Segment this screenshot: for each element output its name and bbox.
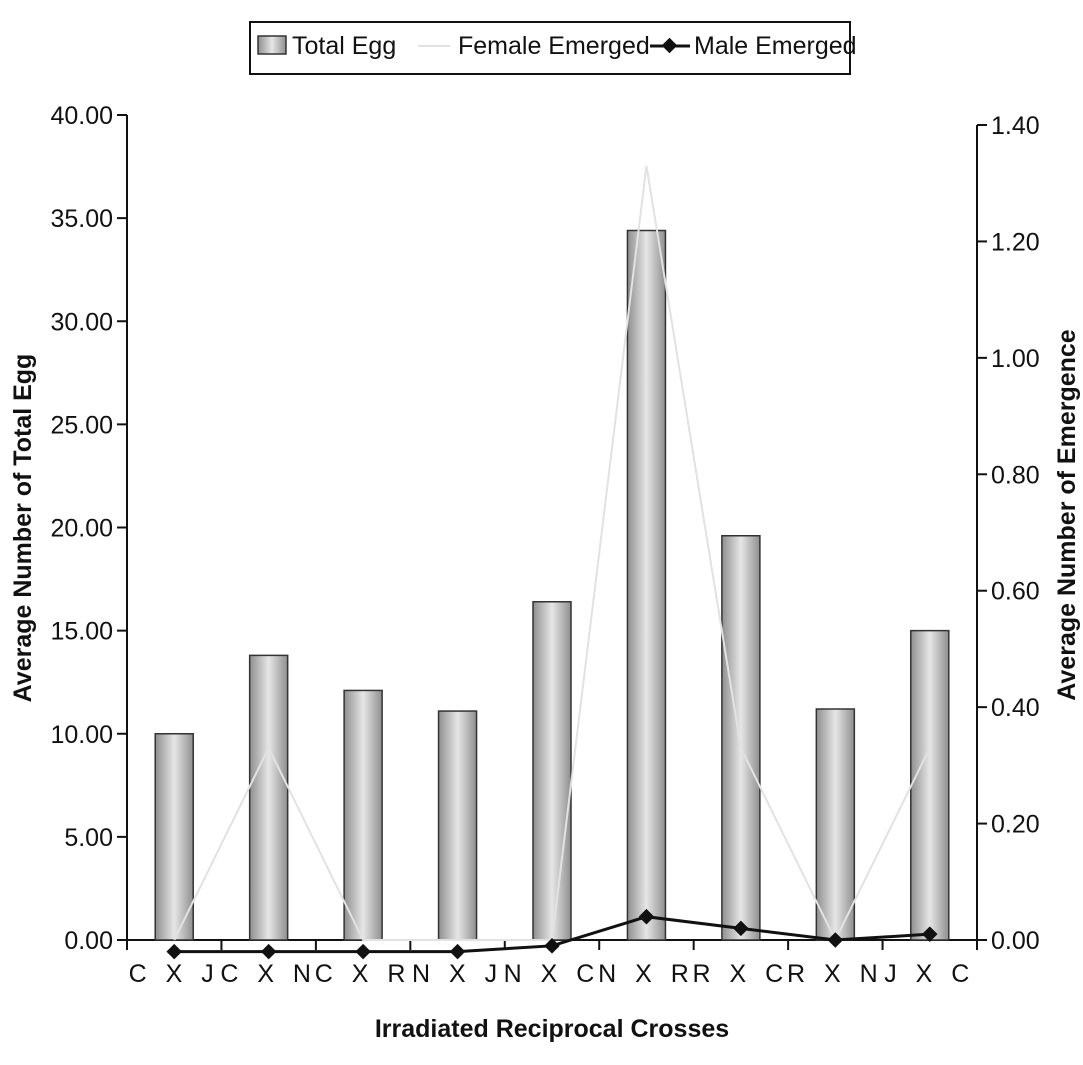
legend-label-female-emerged: Female Emerged: [458, 32, 650, 60]
legend-swatch-total-egg: [257, 35, 287, 55]
category-label: R X N: [787, 960, 884, 988]
bar-total-egg: [248, 654, 289, 941]
bar-total-egg: [815, 708, 856, 941]
right-tick-label: 1.00: [991, 345, 1040, 373]
point-male-emerged: [638, 908, 655, 925]
left-tick-label: 0.00: [64, 927, 113, 955]
bar-total-egg: [532, 601, 572, 941]
left-tick-label: 30.00: [50, 308, 113, 336]
right-tick-label: 1.20: [991, 228, 1040, 256]
left-tick-label: 5.00: [64, 824, 113, 852]
right-tick-label: 0.60: [991, 578, 1040, 606]
category-label: N X C: [504, 960, 601, 988]
left-tick-label: 40.00: [50, 102, 113, 130]
right-tick-label: 1.40: [991, 112, 1040, 140]
right-axis-title: Average Number of Emergence: [1053, 329, 1081, 701]
legend-label-male-emerged: Male Emerged: [694, 32, 857, 60]
point-male-emerged: [449, 943, 466, 960]
bar-total-egg: [343, 689, 383, 941]
bar-series-total-egg: [154, 229, 950, 941]
bar-total-egg: [154, 733, 194, 941]
left-tick-label: 25.00: [50, 411, 113, 439]
legend-label-total-egg: Total Egg: [292, 32, 396, 60]
point-male-emerged: [544, 938, 560, 954]
right-tick-label: 0.00: [991, 927, 1040, 955]
point-male-emerged: [733, 920, 749, 937]
x-axis-title: Irradiated Reciprocal Crosses: [375, 1015, 729, 1043]
left-axis-title: Average Number of Total Egg: [9, 354, 37, 703]
left-tick-label: 35.00: [50, 205, 113, 233]
bar-total-egg: [721, 535, 761, 941]
category-label: C X N: [220, 960, 317, 988]
right-tick-label: 0.40: [991, 694, 1040, 722]
left-tick-label: 20.00: [50, 515, 113, 543]
legend-box: [249, 21, 851, 75]
left-axis-ticks: 0.00 5.00 10.00 15.00 20.00 25.00 30.00 35.00 40…: [50, 102, 978, 955]
point-male-emerged: [921, 926, 938, 942]
left-tick-label: 10.00: [50, 721, 113, 749]
bar-total-egg: [626, 229, 667, 941]
category-label: R X C: [693, 960, 790, 988]
point-male-emerged: [355, 943, 371, 960]
left-tick-label: 15.00: [50, 618, 113, 646]
right-axis-ticks: 0.00 0.20 0.40 0.60 0.80 1.00 1.20 1.40: [977, 112, 1040, 955]
category-label: N X J: [412, 960, 503, 988]
bar-total-egg: [437, 710, 478, 941]
bar-total-egg: [910, 629, 950, 941]
category-label: C X R: [315, 960, 412, 988]
category-label: J X C: [884, 960, 975, 988]
right-tick-label: 0.20: [991, 811, 1040, 839]
category-label: N X R: [598, 960, 695, 988]
point-male-emerged: [260, 943, 277, 960]
point-male-emerged: [827, 932, 844, 948]
legend: Total Egg Female Emerged Male Emerged: [249, 21, 857, 75]
category-label: C X J: [129, 960, 220, 988]
point-male-emerged: [166, 943, 183, 960]
right-tick-label: 0.80: [991, 461, 1040, 489]
